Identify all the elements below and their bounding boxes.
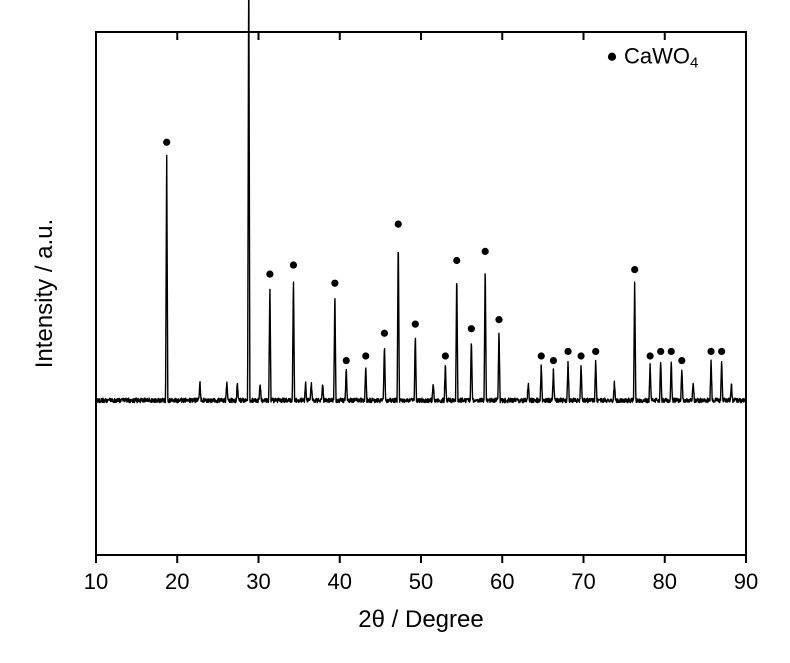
peak-marker-icon: [412, 321, 419, 328]
x-tick-label: 10: [84, 569, 108, 594]
peak-marker-icon: [163, 139, 170, 146]
peak-marker-icon: [495, 316, 502, 323]
chart-bg: [0, 0, 790, 663]
peak-marker-icon: [538, 352, 545, 359]
peak-marker-icon: [718, 348, 725, 355]
x-tick-label: 70: [571, 569, 595, 594]
peak-marker-icon: [668, 348, 675, 355]
y-axis-label: Intensity / a.u.: [31, 219, 58, 368]
xrd-chart: 10 20 30 40 50 60 70 80 90 2θ / Degree Intensity /…: [0, 0, 790, 663]
peak-marker-icon: [707, 348, 714, 355]
peak-marker-icon: [482, 248, 489, 255]
peak-marker-icon: [577, 352, 584, 359]
peak-marker-icon: [453, 257, 460, 264]
x-tick-label: 30: [246, 569, 270, 594]
x-tick-label: 20: [165, 569, 189, 594]
peak-marker-icon: [266, 271, 273, 278]
peak-marker-icon: [290, 261, 297, 268]
peak-marker-icon: [331, 280, 338, 287]
peak-marker-icon: [468, 325, 475, 332]
peak-marker-icon: [442, 352, 449, 359]
peak-marker-icon: [657, 348, 664, 355]
peak-marker-icon: [395, 221, 402, 228]
legend-marker-icon: [608, 53, 616, 61]
peak-marker-icon: [362, 352, 369, 359]
peak-marker-icon: [343, 357, 350, 364]
legend-label: CaWO4: [624, 43, 698, 71]
peak-marker-icon: [550, 357, 557, 364]
x-tick-label: 80: [653, 569, 677, 594]
peak-marker-icon: [647, 352, 654, 359]
peak-marker-icon: [381, 330, 388, 337]
x-axis-label: 2θ / Degree: [358, 606, 483, 633]
peak-marker-icon: [592, 348, 599, 355]
x-tick-label: 90: [734, 569, 758, 594]
peak-marker-icon: [564, 348, 571, 355]
x-tick-label: 60: [490, 569, 514, 594]
x-tick-label: 40: [328, 569, 352, 594]
x-tick-label: 50: [409, 569, 433, 594]
peak-marker-icon: [678, 357, 685, 364]
peak-marker-icon: [631, 266, 638, 273]
